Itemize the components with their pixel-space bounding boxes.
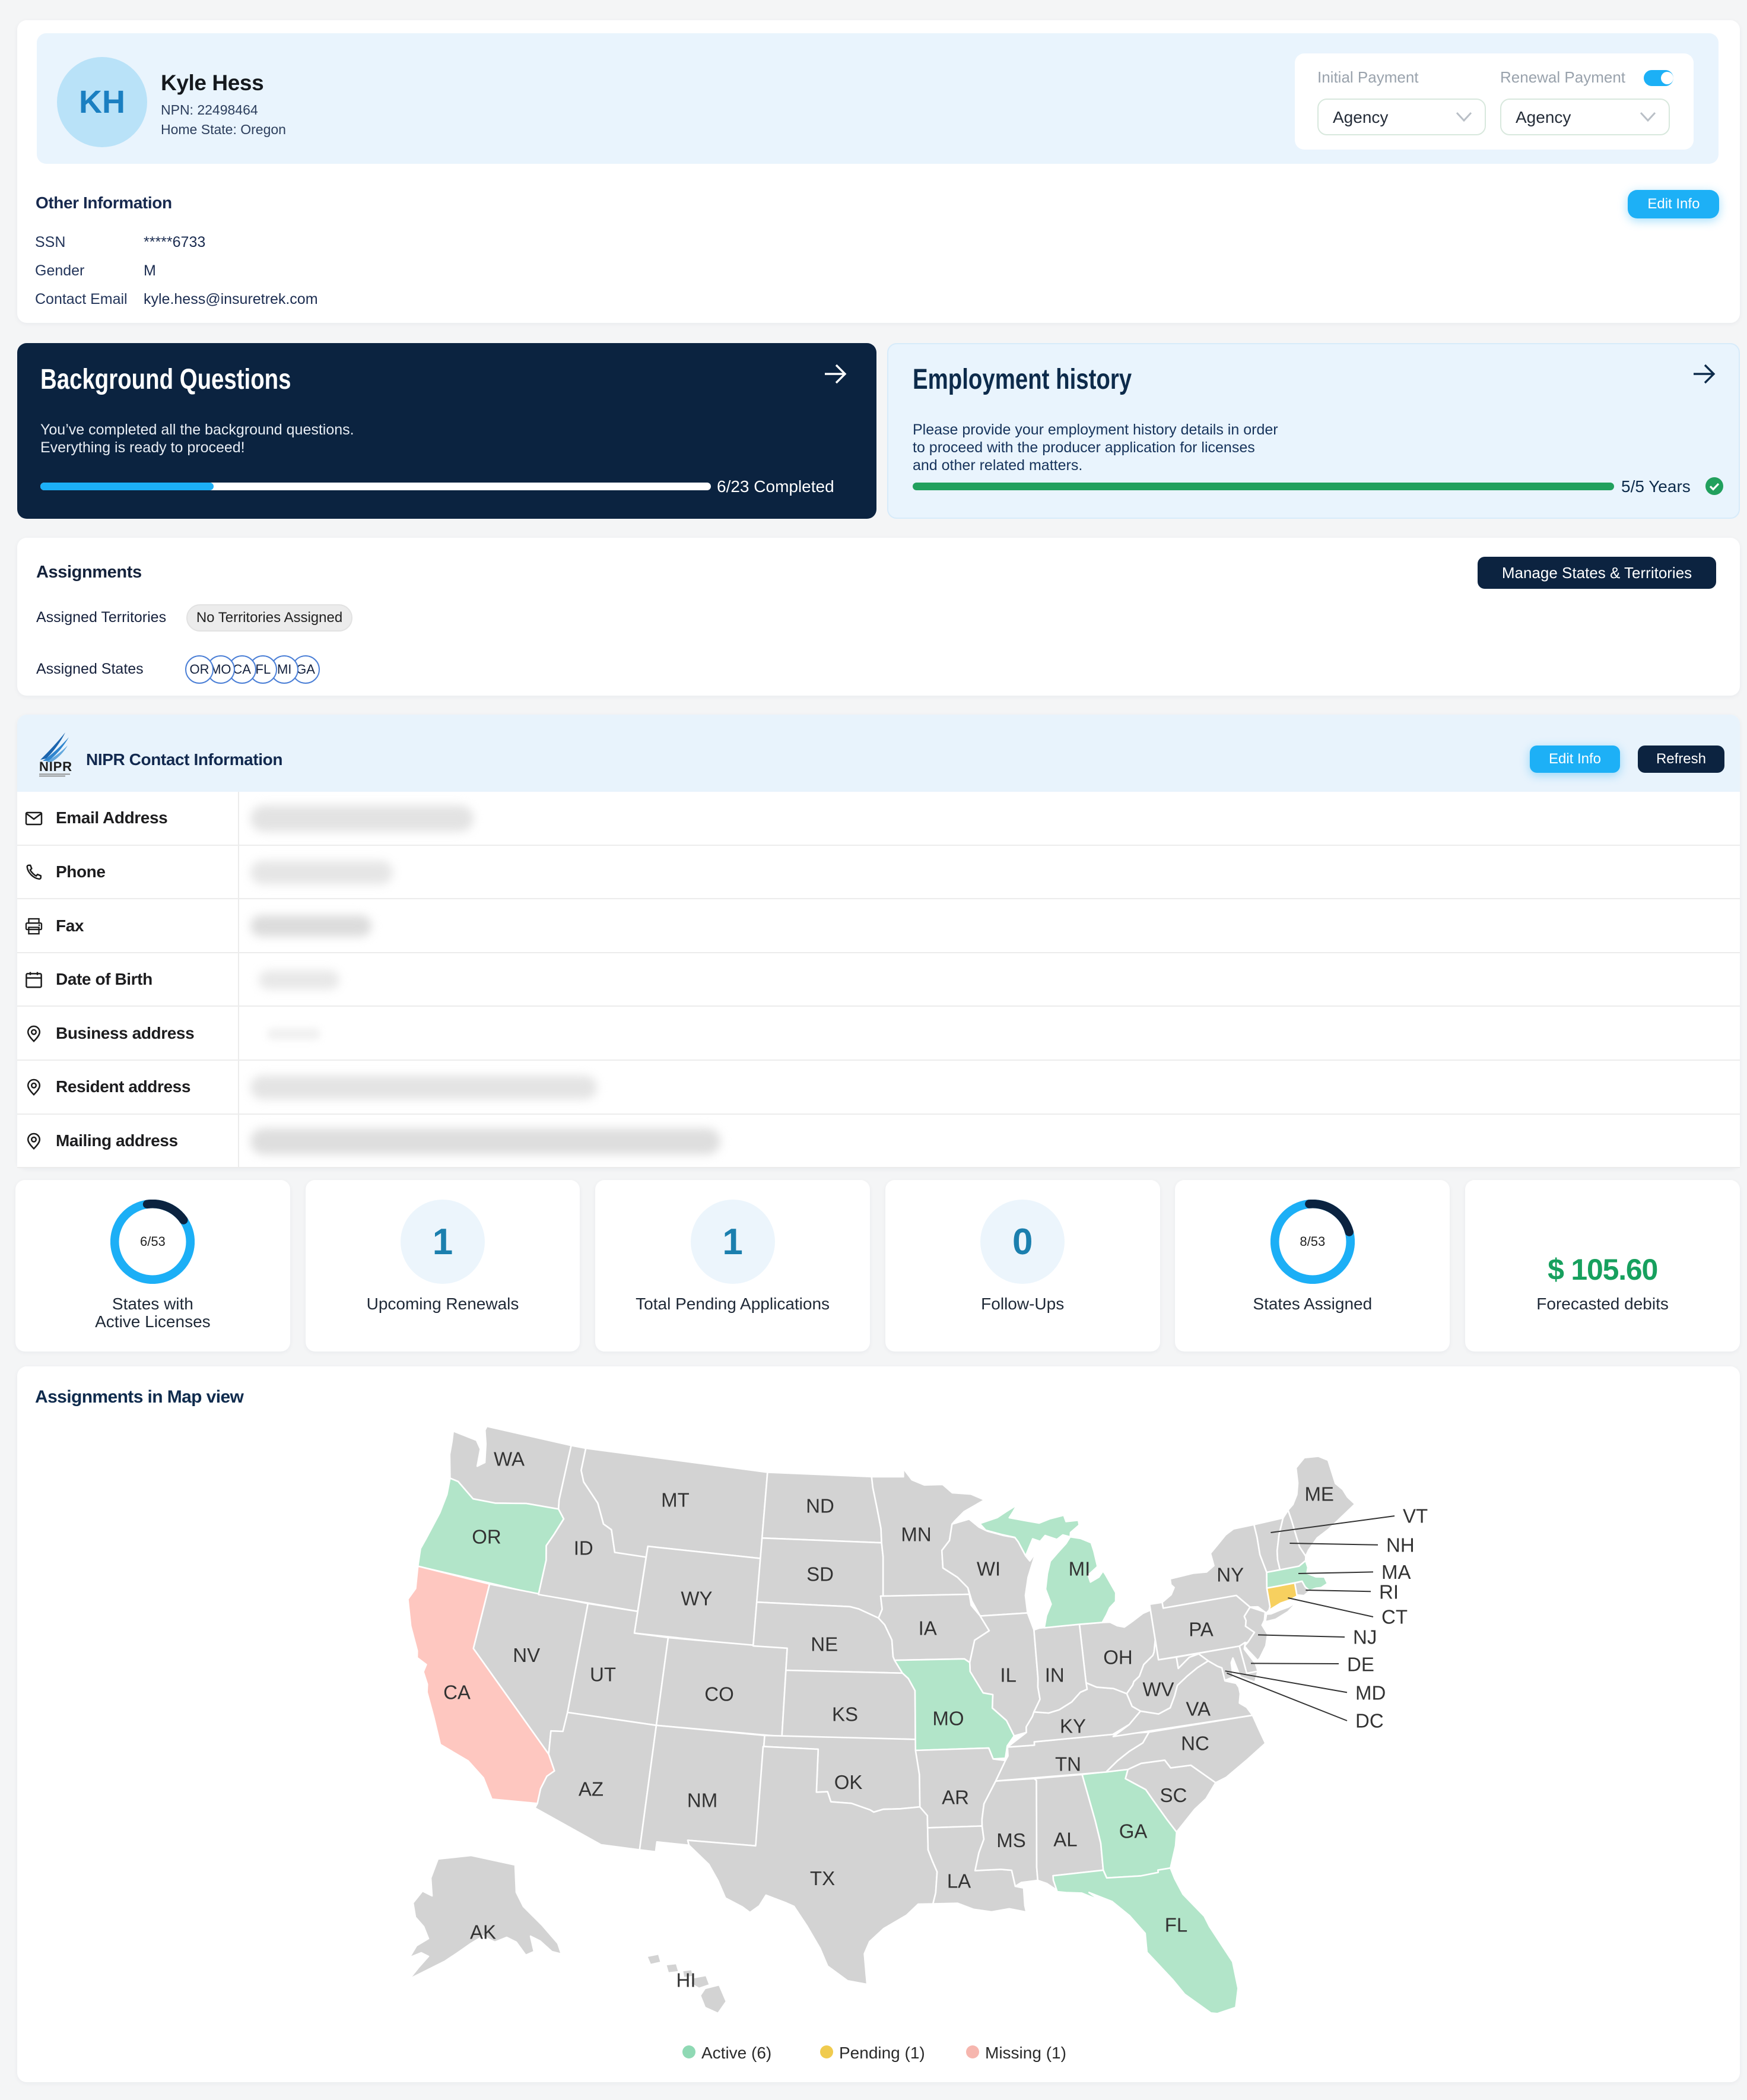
svg-text:FL: FL [1165, 1914, 1188, 1936]
svg-text:TX: TX [810, 1867, 835, 1889]
svg-text:HI: HI [676, 1969, 696, 1991]
svg-text:CA: CA [443, 1682, 471, 1704]
svg-text:AL: AL [1053, 1828, 1077, 1850]
svg-text:NY: NY [1216, 1564, 1244, 1586]
svg-text:IN: IN [1045, 1664, 1065, 1686]
svg-text:SC: SC [1160, 1784, 1187, 1806]
svg-text:CO: CO [704, 1683, 734, 1705]
svg-text:WY: WY [681, 1588, 712, 1610]
svg-text:OH: OH [1103, 1647, 1133, 1668]
svg-text:AK: AK [470, 1921, 496, 1943]
svg-text:GA: GA [1119, 1820, 1148, 1842]
svg-text:MS: MS [996, 1829, 1026, 1851]
svg-text:MO: MO [932, 1708, 964, 1730]
svg-text:VA: VA [1186, 1698, 1211, 1720]
svg-text:UT: UT [590, 1664, 616, 1686]
svg-text:MD: MD [1355, 1682, 1386, 1704]
svg-text:NC: NC [1181, 1733, 1209, 1755]
svg-text:KS: KS [832, 1704, 858, 1725]
svg-text:MN: MN [901, 1524, 931, 1546]
svg-text:ME: ME [1304, 1483, 1334, 1505]
svg-text:KY: KY [1060, 1715, 1086, 1737]
svg-text:MI: MI [1069, 1558, 1091, 1580]
svg-text:NE: NE [811, 1633, 838, 1655]
svg-text:OK: OK [834, 1771, 863, 1793]
svg-text:ND: ND [806, 1495, 834, 1517]
svg-text:SD: SD [806, 1563, 834, 1585]
svg-text:LA: LA [947, 1870, 971, 1892]
svg-text:TN: TN [1055, 1753, 1081, 1775]
svg-text:OR: OR [472, 1526, 501, 1548]
svg-text:NJ: NJ [1353, 1626, 1377, 1648]
svg-text:VT: VT [1403, 1505, 1428, 1527]
svg-text:NV: NV [513, 1644, 540, 1666]
svg-text:MA: MA [1381, 1561, 1411, 1583]
svg-text:PA: PA [1189, 1619, 1214, 1641]
svg-text:NIPR: NIPR [39, 759, 72, 774]
svg-text:WI: WI [977, 1558, 1000, 1580]
svg-text:AZ: AZ [579, 1778, 603, 1800]
svg-text:WA: WA [494, 1448, 525, 1470]
svg-text:AR: AR [942, 1787, 969, 1809]
svg-text:DE: DE [1347, 1654, 1374, 1676]
svg-text:NM: NM [687, 1790, 717, 1812]
svg-text:DC: DC [1355, 1710, 1384, 1732]
svg-text:ID: ID [574, 1537, 593, 1559]
svg-text:IL: IL [1000, 1664, 1017, 1686]
svg-text:RI: RI [1379, 1581, 1399, 1603]
svg-text:CT: CT [1381, 1606, 1408, 1628]
svg-text:MT: MT [661, 1489, 690, 1511]
svg-text:IA: IA [919, 1617, 937, 1639]
svg-text:WV: WV [1142, 1679, 1174, 1701]
svg-text:NH: NH [1386, 1534, 1415, 1556]
